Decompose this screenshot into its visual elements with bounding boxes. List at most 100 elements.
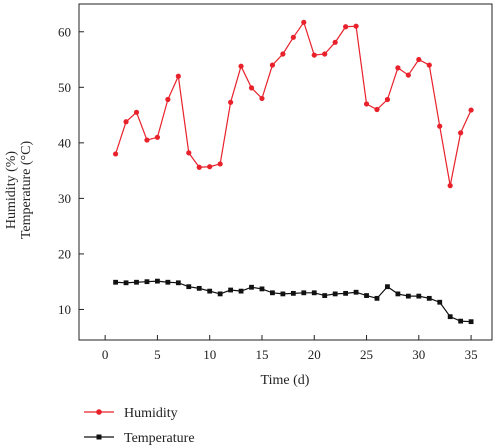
data-point <box>458 130 464 136</box>
data-point <box>416 56 422 63</box>
data-point <box>405 72 411 78</box>
x-tick-label: 5 <box>154 347 161 362</box>
data-point <box>228 287 234 293</box>
data-point <box>217 291 223 297</box>
data-point <box>343 290 349 296</box>
data-point <box>447 314 453 320</box>
data-point <box>165 96 171 103</box>
y-tick-label: 60 <box>58 24 71 39</box>
data-point <box>364 293 369 298</box>
data-point <box>290 34 296 40</box>
data-point <box>280 51 286 57</box>
data-point <box>259 286 265 292</box>
data-point <box>175 280 181 286</box>
data-point <box>385 284 390 290</box>
x-tick-label: 10 <box>203 347 216 362</box>
y-axis-title-line-2: Temperature (°C) <box>19 141 34 240</box>
data-point <box>290 290 296 296</box>
y-tick-label: 50 <box>58 80 71 95</box>
legend-item-humidity: Humidity <box>84 406 178 421</box>
data-point <box>322 293 328 298</box>
data-point <box>395 65 401 71</box>
data-point <box>374 295 380 301</box>
data-point <box>426 62 432 68</box>
data-point <box>468 319 474 325</box>
data-point <box>112 151 119 157</box>
data-point <box>405 293 411 299</box>
data-point <box>384 96 391 103</box>
legend-label: Temperature <box>124 431 195 446</box>
data-point <box>207 164 213 170</box>
data-point <box>238 288 244 294</box>
data-point <box>332 291 338 297</box>
series-line-temperature <box>115 280 472 323</box>
data-point <box>186 284 192 290</box>
series-humidity <box>112 19 474 189</box>
data-point <box>363 101 370 107</box>
data-point <box>154 134 161 140</box>
data-point <box>458 318 464 324</box>
data-point <box>196 285 202 291</box>
data-point <box>468 107 474 113</box>
x-tick-label: 0 <box>102 347 109 362</box>
y-axis-title-line-1: Humidity (%) <box>4 151 19 229</box>
legend-marker <box>96 409 102 415</box>
data-point <box>175 73 181 79</box>
data-point <box>217 161 223 167</box>
data-point <box>259 95 265 102</box>
legend-marker <box>96 434 102 440</box>
x-tick-label: 30 <box>412 347 425 362</box>
y-axis-title: Humidity (%) Temperature (°C) <box>4 141 34 240</box>
data-point <box>165 279 171 285</box>
data-point <box>207 288 213 294</box>
y-tick-label: 30 <box>58 191 71 206</box>
data-point <box>416 293 422 299</box>
data-point <box>437 123 443 129</box>
data-point <box>311 290 317 296</box>
data-point <box>228 99 234 105</box>
data-point <box>144 137 150 143</box>
data-point <box>144 279 150 285</box>
data-point <box>322 51 328 57</box>
series-temperature <box>113 278 474 325</box>
x-tick-label: 35 <box>465 347 478 362</box>
data-point <box>155 278 160 284</box>
data-point <box>248 85 255 91</box>
data-point <box>280 291 286 297</box>
data-point <box>186 150 192 156</box>
y-tick-label: 20 <box>58 246 71 261</box>
data-point <box>249 284 254 290</box>
y-tick-label: 40 <box>58 135 71 150</box>
data-point <box>123 280 129 286</box>
data-point <box>238 63 244 69</box>
data-point <box>374 106 380 113</box>
data-point <box>269 62 276 68</box>
data-point <box>353 289 359 295</box>
data-point <box>113 279 118 285</box>
x-axis-title: Time (d) <box>261 373 310 388</box>
data-point <box>123 119 129 125</box>
data-point <box>332 39 338 45</box>
plot-frame <box>78 3 493 341</box>
legend-item-temperature: Temperature <box>84 431 195 446</box>
y-axis-ticks: 10 20 30 40 50 60 <box>58 24 84 317</box>
data-point <box>311 52 317 58</box>
x-tick-label: 25 <box>360 347 373 362</box>
y-tick-label: 10 <box>58 302 71 317</box>
data-point <box>447 183 453 189</box>
data-point <box>343 24 349 30</box>
series-line-humidity <box>115 20 472 186</box>
x-tick-label: 20 <box>308 347 321 362</box>
legend: Humidity Temperature <box>84 406 195 446</box>
x-axis-ticks: 0 5 10 15 20 25 30 35 <box>102 335 478 362</box>
data-point <box>134 279 139 285</box>
data-point <box>301 19 307 25</box>
data-point <box>426 295 432 301</box>
data-point <box>270 290 275 296</box>
x-tick-label: 15 <box>255 347 268 362</box>
series-layer <box>112 19 474 325</box>
data-point <box>353 23 359 29</box>
data-point <box>301 290 307 296</box>
data-point <box>437 299 443 305</box>
